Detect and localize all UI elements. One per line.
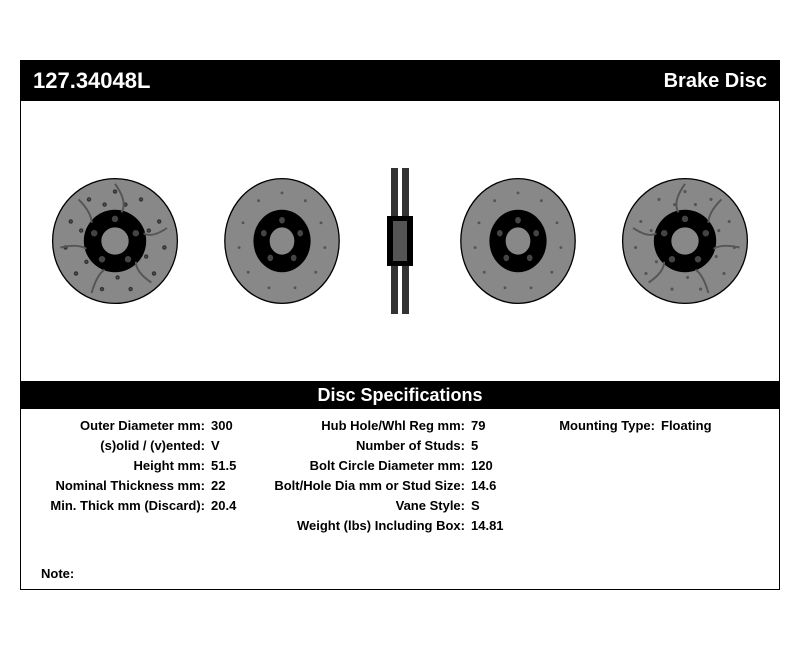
- spec-value: 14.6: [471, 478, 531, 493]
- spec-value: 14.81: [471, 518, 531, 533]
- spec-value: 5: [471, 438, 531, 453]
- spec-label: (s)olid / (v)ented:: [31, 438, 211, 453]
- specs-table: Outer Diameter mm:300 (s)olid / (v)ented…: [21, 409, 779, 535]
- disc-view-4: [453, 176, 583, 306]
- spec-value: 300: [211, 418, 261, 433]
- spec-label: Bolt Circle Diameter mm:: [261, 458, 471, 473]
- specs-col-2: Hub Hole/Whl Reg mm:79 Number of Studs:5…: [261, 415, 531, 535]
- product-images-row: [21, 101, 779, 381]
- spec-label: Vane Style:: [261, 498, 471, 513]
- disc-view-2: [217, 176, 347, 306]
- spec-value: V: [211, 438, 261, 453]
- specs-col-1: Outer Diameter mm:300 (s)olid / (v)ented…: [31, 415, 261, 535]
- spec-label: Min. Thick mm (Discard):: [31, 498, 211, 513]
- spec-label: Weight (lbs) Including Box:: [261, 518, 471, 533]
- spec-label: Bolt/Hole Dia mm or Stud Size:: [261, 478, 471, 493]
- spec-sheet: 127.34048L Brake Disc: [20, 60, 780, 590]
- spec-label: Height mm:: [31, 458, 211, 473]
- spec-label: Outer Diameter mm:: [31, 418, 211, 433]
- spec-label: Nominal Thickness mm:: [31, 478, 211, 493]
- disc-view-edge: [385, 166, 415, 316]
- spec-label: Hub Hole/Whl Reg mm:: [261, 418, 471, 433]
- disc-view-5: [620, 176, 750, 306]
- spec-value: 120: [471, 458, 531, 473]
- header-bar: 127.34048L Brake Disc: [21, 61, 779, 101]
- spec-value: 51.5: [211, 458, 261, 473]
- spec-value: 20.4: [211, 498, 261, 513]
- part-number: 127.34048L: [33, 68, 150, 94]
- product-type: Brake Disc: [664, 70, 767, 93]
- note-label: Note:: [41, 566, 74, 581]
- spec-label: Mounting Type:: [531, 418, 661, 433]
- spec-value: 22: [211, 478, 261, 493]
- spec-label: Number of Studs:: [261, 438, 471, 453]
- disc-view-1: [50, 176, 180, 306]
- spec-value: S: [471, 498, 531, 513]
- spec-value: 79: [471, 418, 531, 433]
- spec-value: Floating: [661, 418, 741, 433]
- spec-header-bar: Disc Specifications: [21, 381, 779, 409]
- specs-col-3: Mounting Type:Floating: [531, 415, 741, 535]
